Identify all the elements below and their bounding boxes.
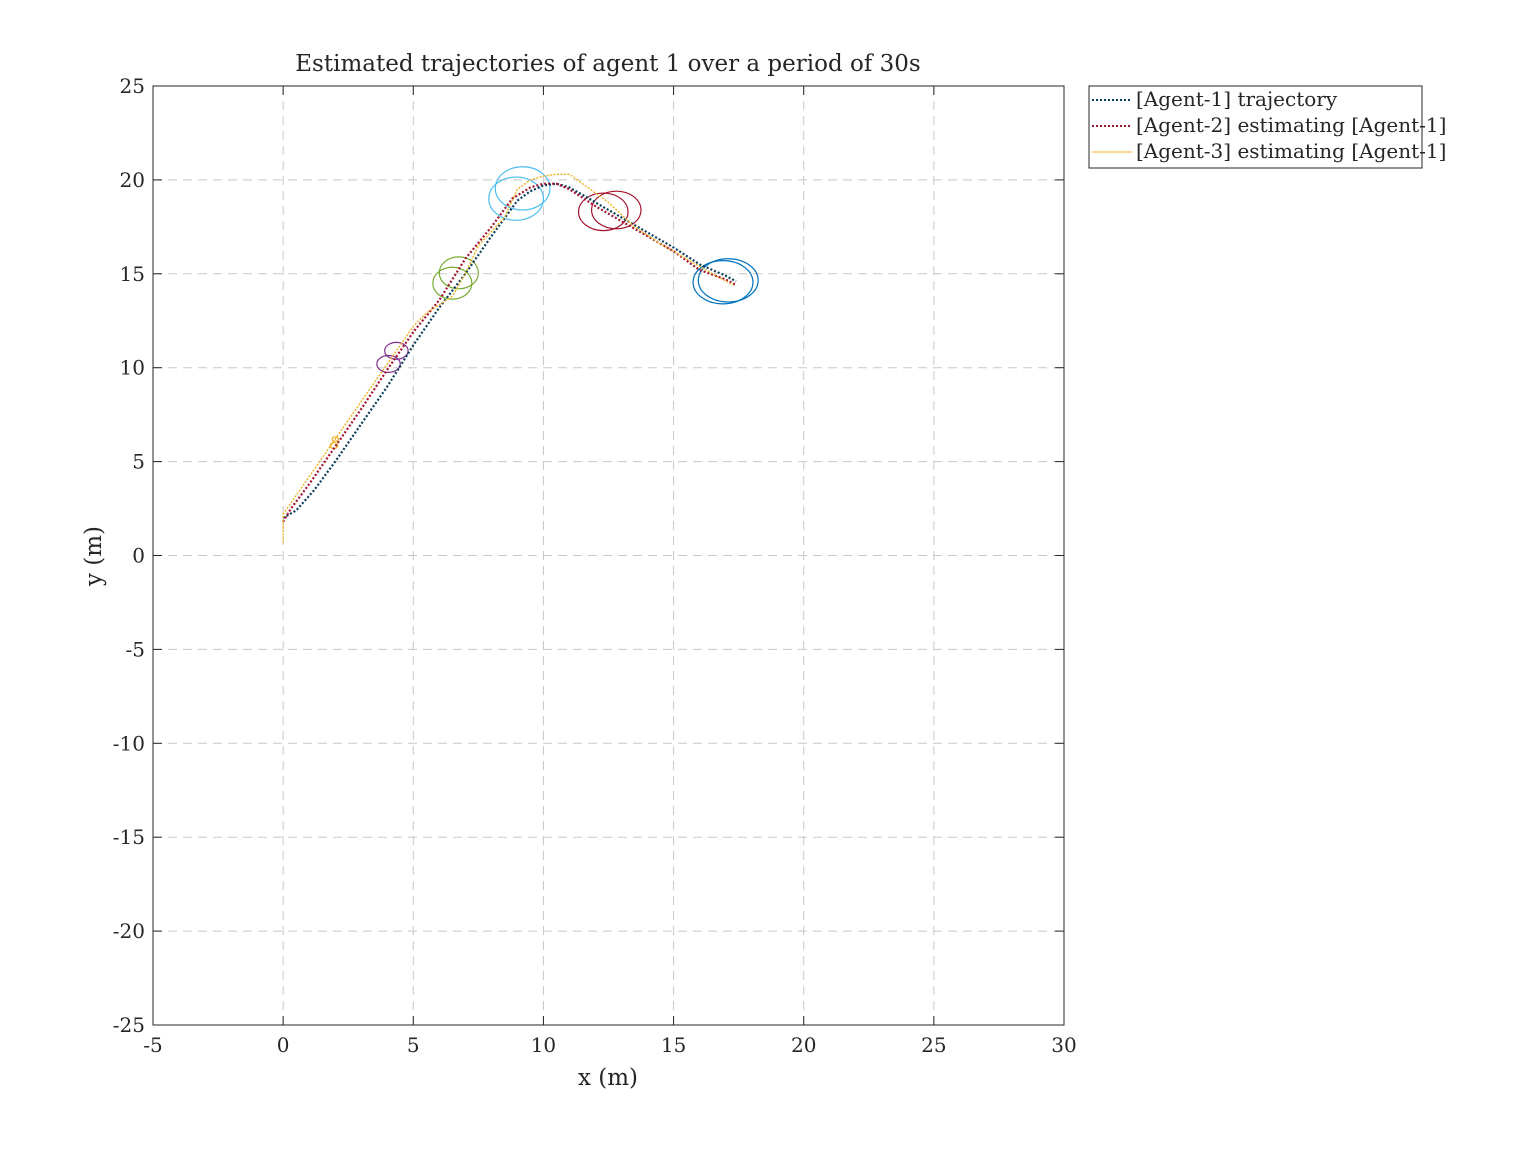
y-tick-label: 0 (132, 544, 145, 568)
legend: [Agent-1] trajectory [Agent-2] estimatin… (1088, 85, 1446, 169)
x-tick-label: 10 (531, 1033, 556, 1057)
y-tick-label: -15 (113, 825, 145, 849)
y-tick-label: 10 (120, 356, 145, 380)
uncertainty-ellipses (329, 166, 759, 450)
y-axis-label: y (m) (81, 526, 107, 587)
chart-title: Estimated trajectories of agent 1 over a… (295, 51, 920, 77)
series-line-agent-1 (282, 182, 737, 519)
y-tick-label: -10 (113, 731, 145, 755)
uncertainty-ellipse (384, 341, 409, 360)
x-axis-ticks: -5 0 5 10 15 20 25 30 (143, 86, 1077, 1057)
y-tick-label: -20 (113, 919, 145, 943)
uncertainty-ellipse (331, 436, 339, 442)
y-axis-ticks: -25 -20 -15 -10 -5 0 5 10 15 20 25 (113, 74, 1064, 1037)
series-line-agent-2 (282, 182, 737, 523)
uncertainty-ellipse (692, 260, 754, 305)
series-lines (282, 173, 737, 543)
series-line-agent-3 (282, 173, 734, 543)
x-tick-label: 5 (407, 1033, 420, 1057)
y-tick-label: 15 (120, 262, 145, 286)
uncertainty-ellipse (438, 256, 479, 290)
legend-box (1088, 85, 1423, 169)
y-tick-label: 25 (120, 74, 145, 98)
y-tick-label: -25 (113, 1013, 145, 1037)
legend-label-agent-3: [Agent-3] estimating [Agent-1] (1136, 139, 1446, 163)
x-tick-label: 30 (1051, 1033, 1076, 1057)
uncertainty-ellipse (494, 166, 551, 211)
y-tick-label: -5 (126, 637, 145, 661)
uncertainty-ellipse (697, 258, 759, 303)
x-tick-label: 15 (661, 1033, 686, 1057)
legend-label-agent-2: [Agent-2] estimating [Agent-1] (1136, 113, 1446, 137)
grid-lines (153, 86, 1064, 1025)
uncertainty-ellipse (577, 192, 629, 232)
x-tick-label: 20 (791, 1033, 816, 1057)
legend-label-agent-1: [Agent-1] trajectory (1136, 87, 1338, 111)
uncertainty-ellipse (590, 190, 642, 230)
uncertainty-ellipse (376, 354, 401, 373)
x-tick-label: 25 (921, 1033, 946, 1057)
uncertainty-ellipse (432, 266, 473, 300)
uncertainty-ellipse (488, 176, 545, 221)
y-tick-label: 5 (132, 450, 145, 474)
x-tick-label: -5 (143, 1033, 162, 1057)
x-axis-label: x (m) (578, 1065, 638, 1091)
y-tick-label: 20 (120, 168, 145, 192)
x-tick-label: 0 (277, 1033, 290, 1057)
